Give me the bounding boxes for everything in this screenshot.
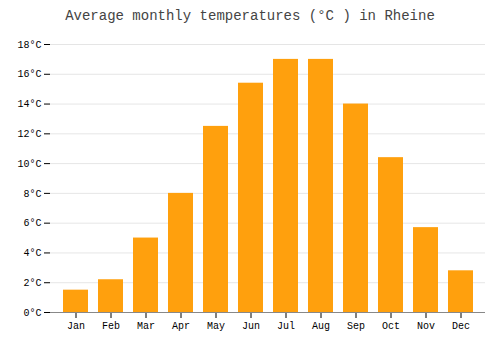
svg-text:2°C: 2°C xyxy=(23,278,41,289)
svg-text:Jun: Jun xyxy=(242,321,260,332)
svg-text:Aug: Aug xyxy=(312,321,330,332)
svg-text:Jan: Jan xyxy=(67,321,85,332)
svg-text:Feb: Feb xyxy=(102,321,120,332)
svg-text:4°C: 4°C xyxy=(23,248,41,259)
svg-text:Jul: Jul xyxy=(277,321,295,332)
svg-text:Dec: Dec xyxy=(452,321,470,332)
svg-text:16°C: 16°C xyxy=(17,69,41,80)
svg-text:0°C: 0°C xyxy=(23,308,41,319)
svg-text:18°C: 18°C xyxy=(17,40,41,51)
svg-text:12°C: 12°C xyxy=(17,129,41,140)
svg-text:Oct: Oct xyxy=(382,321,400,332)
svg-text:14°C: 14°C xyxy=(17,99,41,110)
svg-text:Nov: Nov xyxy=(417,321,435,332)
svg-text:10°C: 10°C xyxy=(17,159,41,170)
svg-text:Apr: Apr xyxy=(172,321,190,332)
svg-text:Mar: Mar xyxy=(137,321,155,332)
svg-text:Sep: Sep xyxy=(347,321,365,332)
svg-text:8°C: 8°C xyxy=(23,189,41,200)
svg-text:6°C: 6°C xyxy=(23,218,41,229)
html-text:Average monthly temperatures (: Average monthly temperatures (°C ) in Rh… xyxy=(65,8,435,24)
svg-text:May: May xyxy=(207,321,225,332)
